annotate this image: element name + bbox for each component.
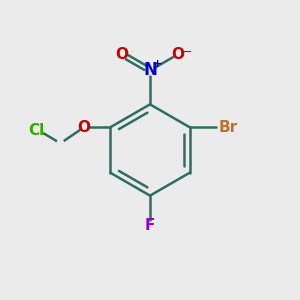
Text: N: N xyxy=(143,61,157,80)
Text: +: + xyxy=(153,59,162,69)
Text: O: O xyxy=(172,47,184,62)
Text: O: O xyxy=(77,120,91,135)
Text: F: F xyxy=(145,218,155,232)
Text: O: O xyxy=(116,47,128,62)
Text: −: − xyxy=(182,45,192,58)
Text: Br: Br xyxy=(219,120,238,135)
Text: Cl: Cl xyxy=(28,123,44,138)
